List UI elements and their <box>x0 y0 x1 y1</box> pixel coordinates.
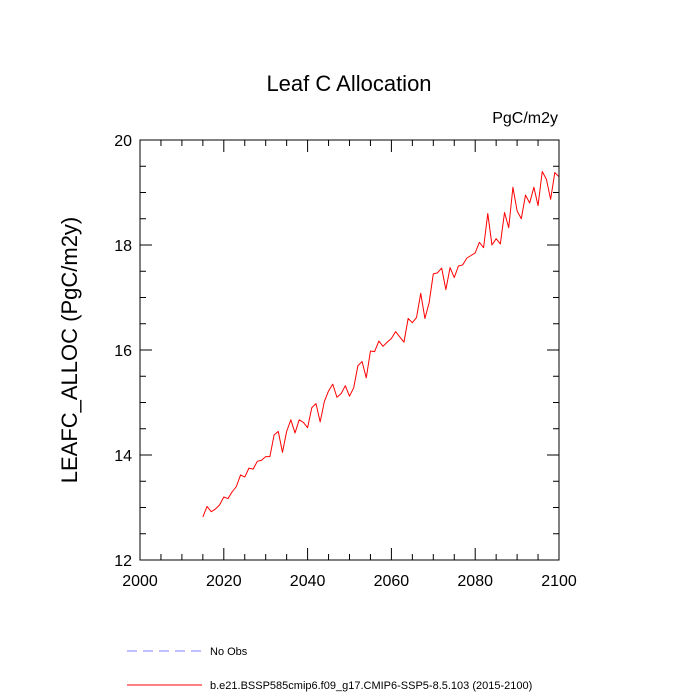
chart-title: Leaf C Allocation <box>266 71 431 96</box>
y-tick-label: 14 <box>114 448 132 465</box>
y-tick-label: 18 <box>114 238 132 255</box>
legend-label: b.e21.BSSP585cmip6.f09_g17.CMIP6-SSP5-8.… <box>210 680 532 692</box>
y-tick-label: 20 <box>114 133 132 150</box>
x-tick-label: 2040 <box>290 573 326 590</box>
x-tick-label: 2060 <box>374 573 410 590</box>
legend-label: No Obs <box>210 646 248 658</box>
x-tick-label: 2020 <box>206 573 242 590</box>
x-tick-label: 2100 <box>541 573 577 590</box>
legend: No Obs b.e21.BSSP585cmip6.f09_g17.CMIP6-S… <box>127 646 532 692</box>
x-tick-label: 2000 <box>122 573 158 590</box>
series-line <box>202 171 560 518</box>
y-axis-label: LEAFC_ALLOC (PgC/m2y) <box>57 217 82 484</box>
series-layer <box>202 171 560 518</box>
x-tick-label: 2080 <box>457 573 493 590</box>
y-tick-label: 16 <box>114 343 132 360</box>
units-label: PgC/m2y <box>492 110 558 127</box>
y-tick-label: 12 <box>114 553 132 570</box>
plot-frame <box>139 139 560 561</box>
axis-ticks: 2000 2020 2040 2060 2080 2100 12 14 16 18 20 <box>114 133 577 590</box>
